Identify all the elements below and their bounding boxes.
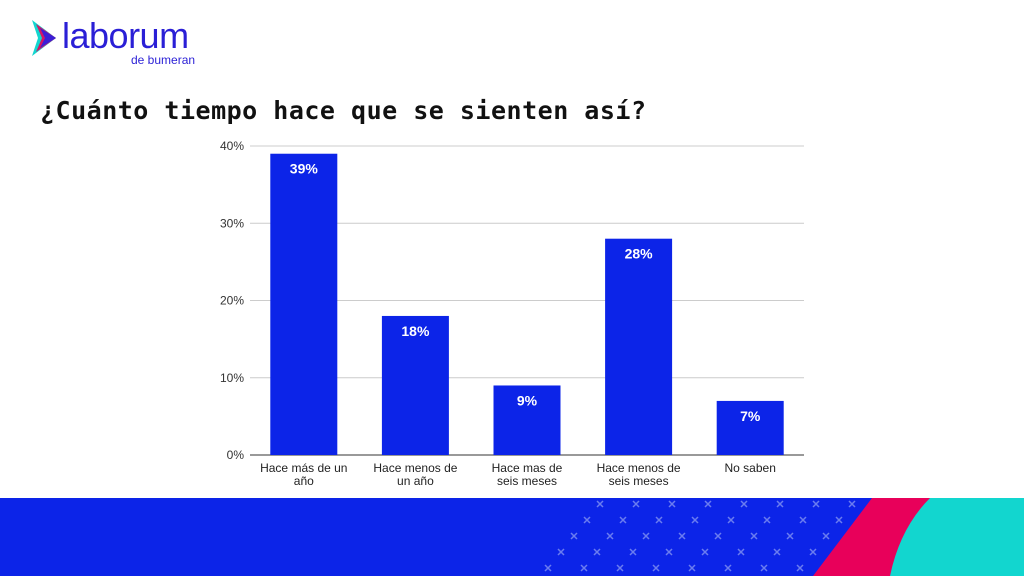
y-tick-label: 10% (220, 371, 244, 385)
cross-pattern-icon (544, 500, 856, 572)
page-title: ¿Cuánto tiempo hace que se sienten así? (40, 96, 647, 125)
y-tick-label: 20% (220, 294, 244, 308)
data-label: 28% (625, 246, 654, 262)
data-label: 39% (290, 161, 319, 177)
data-label: 7% (740, 408, 761, 424)
data-label: 9% (517, 392, 538, 408)
x-tick-label: Hace menos de (597, 461, 681, 475)
x-tick-label: Hace más de un (260, 461, 347, 475)
y-tick-label: 30% (220, 216, 244, 230)
y-tick-label: 40% (220, 139, 244, 153)
bar (716, 400, 784, 455)
bar (493, 385, 561, 455)
x-tick-label: seis meses (497, 474, 557, 488)
bar (605, 238, 673, 455)
data-label: 18% (401, 323, 430, 339)
x-tick-label: Hace menos de (373, 461, 457, 475)
brand-tagline: de bumeran (131, 53, 196, 67)
x-tick-label: un año (397, 474, 434, 488)
x-tick-label: Hace mas de (492, 461, 563, 475)
bar (381, 315, 449, 455)
x-tick-label: seis meses (609, 474, 669, 488)
x-tick-label: año (294, 474, 314, 488)
bar (270, 153, 338, 455)
brand-name: laborum (62, 15, 189, 56)
footer-banner (0, 498, 1024, 576)
laborum-logo-icon (32, 20, 56, 56)
x-tick-label: No saben (725, 461, 776, 475)
y-tick-label: 0% (227, 448, 245, 462)
